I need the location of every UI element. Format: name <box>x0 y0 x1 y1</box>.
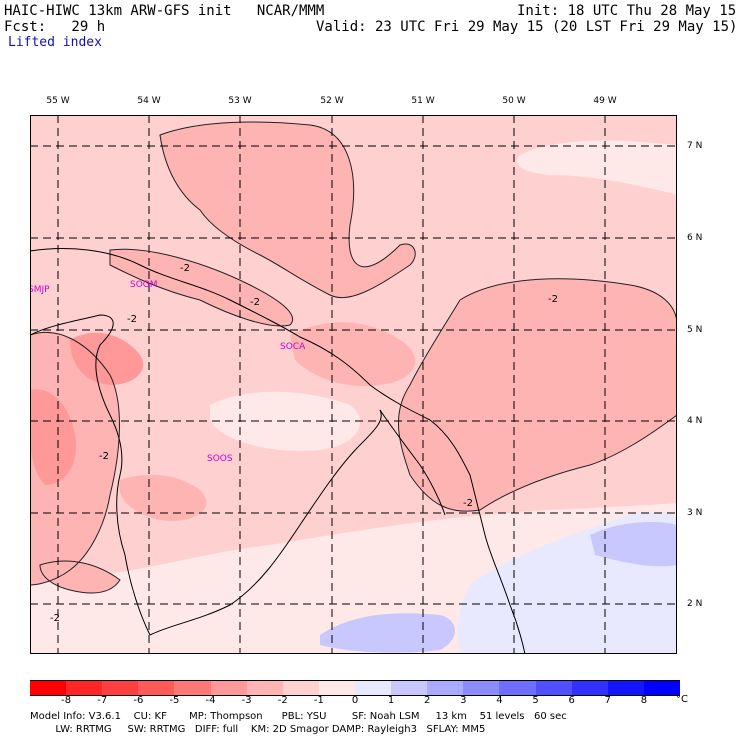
lat-label-2n: 2 N <box>687 599 703 609</box>
lon-label-54w: 54 W <box>137 96 161 106</box>
scale-swatch <box>463 680 500 696</box>
scale-swatch <box>355 680 392 696</box>
lat-label-4n: 4 N <box>687 416 703 426</box>
scale-swatch <box>427 680 464 696</box>
contour-label: -2 <box>463 498 473 509</box>
scale-swatch <box>174 680 212 696</box>
lat-label-6n: 6 N <box>687 233 703 243</box>
scale-swatch <box>571 680 609 696</box>
scale-swatch <box>210 680 248 696</box>
contour-label: -2 <box>99 451 109 462</box>
field-near-zero-center <box>210 391 360 451</box>
lon-label-53w: 53 W <box>228 96 252 106</box>
lat-lon-grid <box>30 115 677 654</box>
valid-time: Valid: 23 UTC Fri 29 May 15 (20 LST Fri … <box>316 19 738 35</box>
scale-tick-label: 5 <box>532 695 539 706</box>
scale-tick-label: 8 <box>640 695 648 706</box>
contour-lines <box>30 121 677 594</box>
station-sogm: SOGM <box>130 280 158 290</box>
map-frame <box>30 115 677 654</box>
scale-unit: °C <box>676 694 688 705</box>
scale-tick-label: 3 <box>460 695 467 706</box>
scale-swatch <box>535 680 573 696</box>
scale-tick-label: 0 <box>351 695 359 706</box>
contour-label: -2 <box>180 263 190 274</box>
scale-tick-label: 6 <box>568 695 575 706</box>
scale-tick-label: 2 <box>424 695 431 706</box>
field-stronger-negative-west <box>70 332 144 385</box>
field-negative-coast <box>290 322 416 386</box>
forecast-hour: Fcst: 29 h <box>4 19 106 35</box>
lon-label-55w: 55 W <box>46 96 70 106</box>
station-soos: SOOS <box>207 454 233 464</box>
scale-tick-label: -8 <box>61 695 72 706</box>
scale-swatch <box>102 680 139 696</box>
scale-swatch <box>607 680 645 696</box>
scale-tick-label: -2 <box>277 695 288 706</box>
model-info-line-1: Model Info: V3.6.1 CU: KF MP: Thompson P… <box>30 711 567 722</box>
scale-tick-label: -5 <box>169 695 180 706</box>
station-smjp: SMJP <box>30 285 50 295</box>
init-time: Init: 18 UTC Thu 28 May 15 <box>517 3 737 19</box>
field-negative-southwest-cell-2 <box>40 560 120 593</box>
scale-swatch <box>318 680 356 696</box>
scale-tick-label: 7 <box>604 695 611 706</box>
field-positive-south <box>320 613 455 653</box>
field-negative-east <box>398 278 677 512</box>
scale-tick-label: -7 <box>97 695 108 706</box>
scale-tick-label: 4 <box>496 695 503 706</box>
scale-swatch <box>30 680 67 696</box>
lon-label-52w: 52 W <box>320 96 344 106</box>
scale-tick-label: -1 <box>313 695 324 706</box>
station-soca: SOCA <box>280 342 306 352</box>
contour-label: -2 <box>548 294 558 305</box>
scale-tick-label: -3 <box>241 695 252 706</box>
contour-label: -2 <box>127 314 137 325</box>
field-name: Lifted index <box>8 35 102 50</box>
field-near-zero-northeast <box>516 140 677 195</box>
lon-label-51w: 51 W <box>411 96 435 106</box>
model-info-line-2: LW: RRTMG SW: RRTMG DIFF: full KM: 2D Sm… <box>30 724 486 735</box>
lat-label-3n: 3 N <box>687 508 703 518</box>
scale-swatch <box>643 680 681 696</box>
scale-swatch <box>246 680 284 696</box>
contour-label: -2 <box>50 613 60 624</box>
scale-swatch <box>282 680 320 696</box>
scale-tick-label: -6 <box>133 695 144 706</box>
lifted-index-map: -2 -2 -2 -2 -2 -2 -2 SMJP SOGM SOCA SOOS <box>30 115 677 654</box>
field-positive-east <box>590 522 677 567</box>
field-negative-strip <box>110 249 293 326</box>
scale-swatch <box>138 680 175 696</box>
scale-tick-label: 1 <box>387 695 395 706</box>
contour-label: -2 <box>250 297 260 308</box>
coastline-borders <box>30 248 526 654</box>
scale-swatch <box>66 680 103 696</box>
field-negative-north <box>160 122 416 298</box>
lon-label-49w: 49 W <box>593 96 617 106</box>
lat-label-7n: 7 N <box>687 141 703 151</box>
scale-swatch <box>391 680 428 696</box>
lon-label-50w: 50 W <box>502 96 526 106</box>
field-stronger-negative-southwest <box>30 389 76 485</box>
field-negative-southwest-cell <box>119 474 207 521</box>
scale-swatch <box>499 680 537 696</box>
model-title: HAIC-HIWC 13km ARW-GFS init NCAR/MMM <box>4 3 325 19</box>
scale-tick-label: -4 <box>205 695 216 706</box>
lat-label-5n: 5 N <box>687 325 703 335</box>
